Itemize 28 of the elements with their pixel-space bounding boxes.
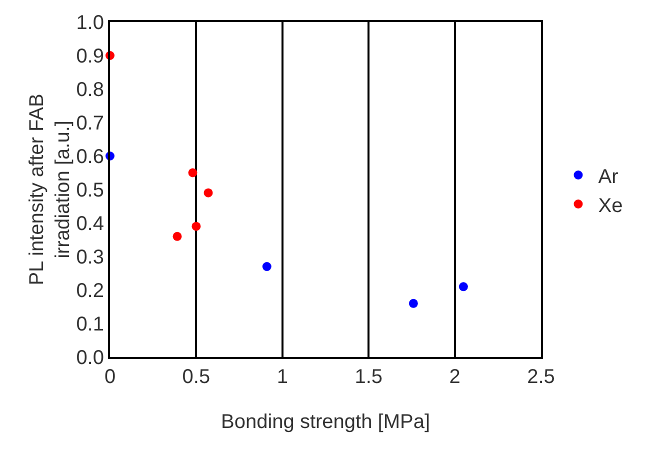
y-tick-label: 0.1 [76,314,104,336]
point [192,222,201,231]
x-tick-label: 1.5 [354,366,383,388]
y-tick-label: 0.4 [76,213,104,235]
point [188,168,198,178]
legend-label: Ar [598,166,619,188]
x-tick-label: 1 [276,366,288,388]
x-tick-label: 2.5 [527,366,555,388]
x-tick-label: 0 [104,366,116,388]
y-tick-label: 0.7 [76,112,104,134]
point [408,298,418,308]
y-axis-title: PL intensity after FAB irradiation [a.u.] [26,94,74,286]
point [204,188,213,198]
x-axis-title: Bonding strength [MPa] [220,411,430,433]
y-tick-label: 0.5 [76,180,104,202]
point [172,232,182,241]
legend-label: Xe [598,194,623,217]
x-tick-label: 2 [449,366,460,388]
y-tick-label: 1.0 [76,12,104,34]
y-tick-label: 0.3 [76,246,104,268]
point [262,262,272,272]
y-tick-label: 0.8 [76,79,104,101]
y-tick-label: 0.0 [76,347,104,369]
x-tick-label: 0.5 [182,366,210,388]
y-tick-label: 0.6 [76,146,104,168]
y-tick-label: 0.9 [76,46,104,68]
point [458,282,468,292]
y-tick-label: 0.2 [76,280,104,302]
